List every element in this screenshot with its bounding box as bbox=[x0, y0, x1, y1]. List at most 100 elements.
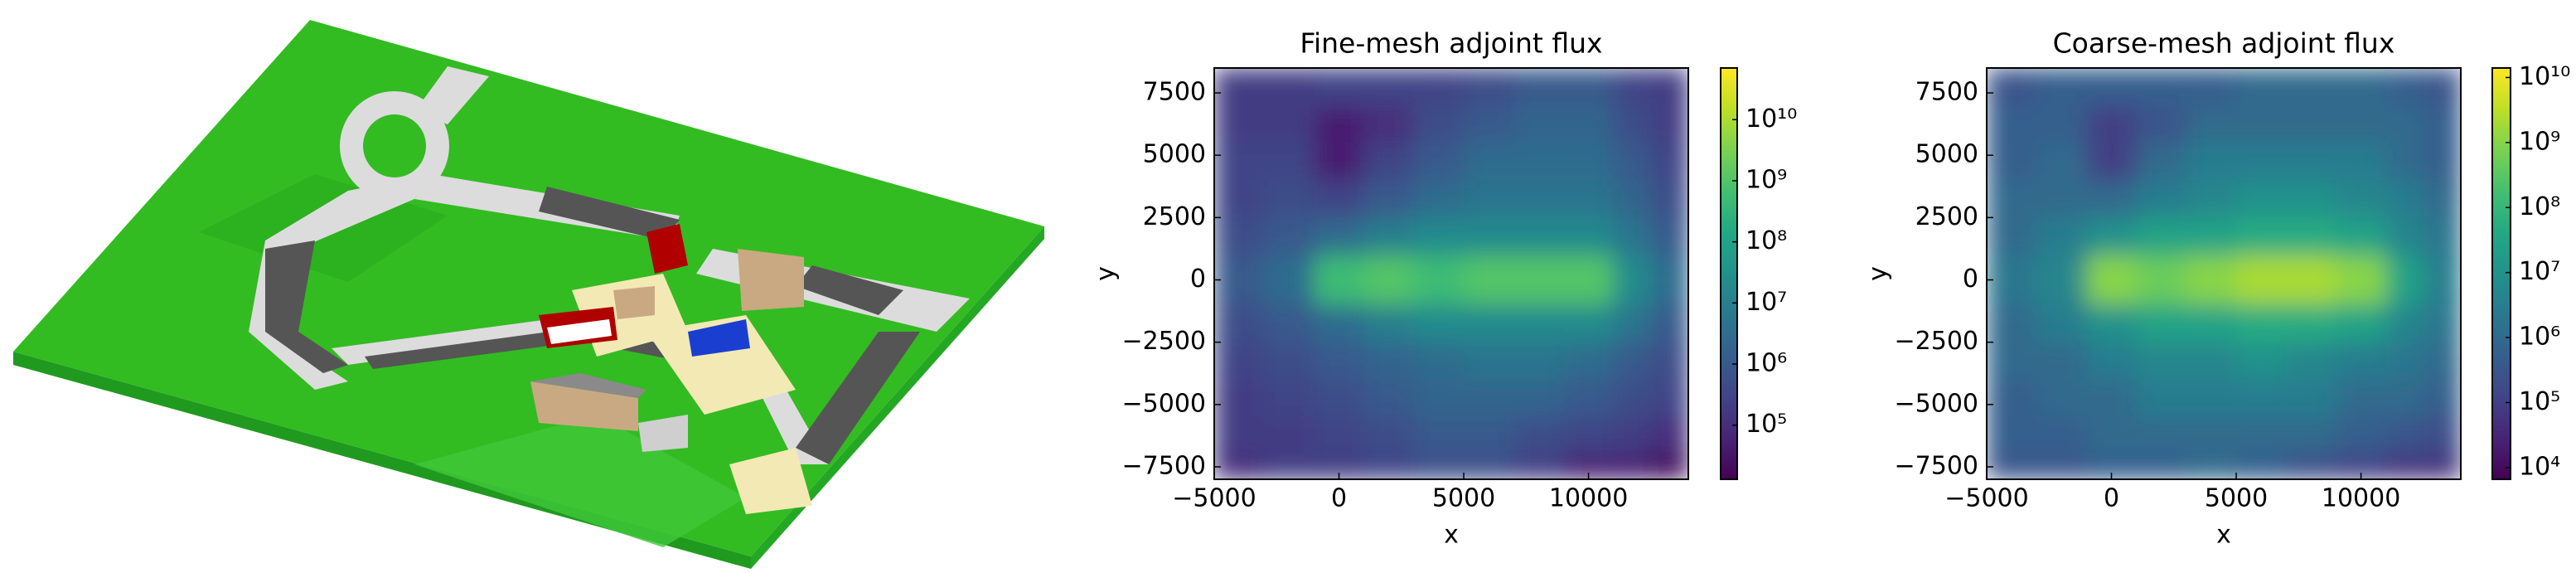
heatmap-cell bbox=[1264, 416, 1315, 455]
heatmap-cell bbox=[1563, 68, 1615, 106]
heatmap-cell bbox=[2136, 180, 2187, 218]
heatmap-cell bbox=[1464, 180, 1514, 218]
heatmap-cell bbox=[2236, 379, 2287, 418]
heatmap-cell bbox=[1650, 454, 1688, 479]
heatmap-cell bbox=[1214, 454, 1265, 479]
axes-frame bbox=[1986, 67, 2462, 480]
heatmap-cell bbox=[2385, 217, 2424, 255]
heatmap-cell bbox=[2136, 304, 2187, 343]
heatmap-cell bbox=[1264, 68, 1315, 106]
y-tick-label: 5000 bbox=[1143, 140, 1206, 169]
x-tick-label: −5000 bbox=[1172, 484, 1256, 513]
heatmap-cell bbox=[1613, 180, 1652, 218]
heatmap-cell bbox=[2086, 379, 2138, 418]
heatmap-cells bbox=[1214, 68, 1688, 479]
heatmap-cell bbox=[1650, 255, 1688, 306]
x-tick-label: 10000 bbox=[1549, 484, 1628, 513]
heatmap-cell bbox=[2286, 342, 2336, 381]
heatmap-cell bbox=[2086, 304, 2138, 343]
heatmap-cell bbox=[1650, 342, 1688, 381]
heatmap-cell bbox=[1987, 105, 2037, 143]
heatmap-cell bbox=[2423, 180, 2461, 218]
heatmap-cell bbox=[1563, 342, 1615, 381]
heatmap-cell bbox=[2186, 304, 2237, 343]
heatmap-cell bbox=[1264, 180, 1315, 218]
heatmap-cell bbox=[2286, 105, 2336, 143]
heatmap-cell bbox=[1464, 143, 1514, 181]
heatmap-cell bbox=[1363, 105, 1415, 143]
heatmap-cell bbox=[1513, 304, 1564, 343]
heatmap-cell bbox=[2236, 68, 2287, 106]
heatmap-cell bbox=[1314, 416, 1365, 455]
heatmap-cell bbox=[1987, 454, 2037, 479]
heatmap-cell bbox=[2086, 180, 2138, 218]
heatmap-cell bbox=[1650, 416, 1688, 455]
y-tick-label: −5000 bbox=[1895, 389, 1978, 418]
heatmap-cell bbox=[1363, 342, 1415, 381]
colorbar-tick-label: 10⁵ bbox=[2519, 387, 2560, 416]
heatmap-cell bbox=[2036, 255, 2087, 306]
colorbar-tick-label: 10⁸ bbox=[1746, 226, 1787, 255]
heatmap-cell bbox=[1513, 180, 1564, 218]
colorbar-tick-label: 10⁴ bbox=[2519, 452, 2560, 481]
y-tick-label: 2500 bbox=[1915, 202, 1978, 231]
heatmap-cell bbox=[2036, 342, 2087, 381]
heatmap-cell bbox=[2086, 342, 2138, 381]
heatmap-cell bbox=[1613, 304, 1652, 343]
heatmap-cell bbox=[2385, 255, 2424, 306]
heatmap-cell bbox=[1650, 379, 1688, 418]
heatmap-cell bbox=[1264, 454, 1315, 479]
heatmap-cell bbox=[2236, 143, 2287, 181]
y-tick-label: −7500 bbox=[1895, 451, 1978, 480]
y-tick-label: −2500 bbox=[1122, 327, 1206, 356]
heatmap-cell bbox=[2286, 180, 2336, 218]
heatmap-cell bbox=[2186, 379, 2237, 418]
heatmap-cell bbox=[2086, 143, 2138, 181]
heatmap-cell bbox=[2186, 454, 2237, 479]
heatmap-cell bbox=[1987, 180, 2037, 218]
heatmap-cell bbox=[1264, 143, 1315, 181]
heatmap-cell bbox=[1413, 416, 1465, 455]
heatmap-cell bbox=[2136, 379, 2187, 418]
heatmap-cell bbox=[1363, 68, 1415, 106]
x-tick-label: 5000 bbox=[1432, 484, 1495, 513]
heatmap-cell bbox=[2136, 342, 2187, 381]
axes-frame bbox=[1213, 67, 1689, 480]
heatmap-cell bbox=[2236, 105, 2287, 143]
heatmap-cell bbox=[1613, 454, 1652, 479]
heatmap-cell bbox=[1563, 105, 1615, 143]
heatmap-cell bbox=[2385, 379, 2424, 418]
heatmap-cell bbox=[1563, 217, 1615, 255]
heatmap-cell bbox=[2086, 416, 2138, 455]
heatmap-cell bbox=[1214, 255, 1265, 306]
heatmap-cell bbox=[2286, 255, 2336, 306]
heatmap-cell bbox=[1264, 255, 1315, 306]
x-tick-label: 0 bbox=[2104, 484, 2119, 513]
heatmap-cell bbox=[2336, 255, 2387, 306]
heatmap-cell bbox=[2423, 105, 2461, 143]
heatmap-cell bbox=[1650, 105, 1688, 143]
heatmap-cell bbox=[2423, 143, 2461, 181]
colorbar-tick-label: 10¹⁰ bbox=[2519, 62, 2570, 91]
heatmap-cell bbox=[1613, 217, 1652, 255]
heatmap-cell bbox=[1314, 105, 1365, 143]
heatmap-cell bbox=[1987, 304, 2037, 343]
heatmap-cell bbox=[1214, 180, 1265, 218]
heatmap-cell bbox=[1214, 379, 1265, 418]
heatmap-cell bbox=[1563, 304, 1615, 343]
heatmap-cell bbox=[1464, 255, 1514, 306]
heatmap-cell bbox=[1987, 255, 2037, 306]
heatmap bbox=[1214, 68, 1688, 479]
colorbar-tick-label: 10⁹ bbox=[2519, 127, 2560, 156]
heatmap-cell bbox=[1413, 454, 1465, 479]
heatmap-cell bbox=[2385, 454, 2424, 479]
heatmap-cell bbox=[1513, 416, 1564, 455]
heatmap-cell bbox=[1264, 217, 1315, 255]
heatmap-cell bbox=[1413, 180, 1465, 218]
heatmap-cell bbox=[2236, 342, 2287, 381]
heatmap-cell bbox=[2086, 105, 2138, 143]
heatmap-cell bbox=[1214, 342, 1265, 381]
heatmap-cell bbox=[1363, 255, 1415, 306]
colorbar-tick-label: 10⁶ bbox=[1746, 349, 1787, 378]
heatmap-cell bbox=[1563, 255, 1615, 306]
